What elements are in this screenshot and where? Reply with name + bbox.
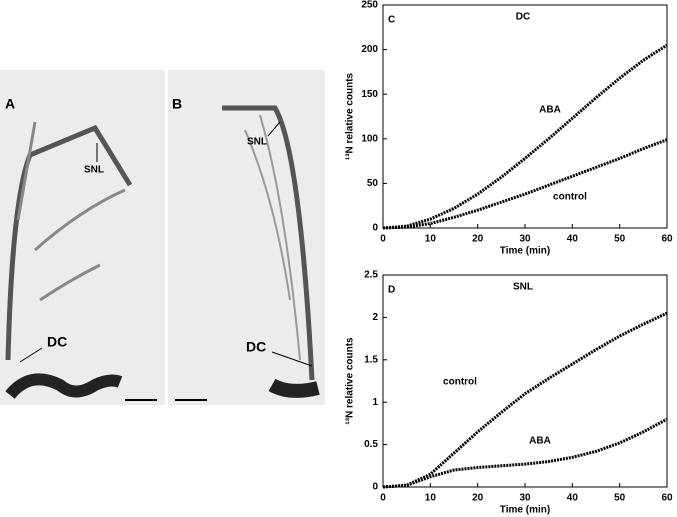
- plant: [222, 105, 315, 381]
- y-tick-label: 150: [361, 89, 378, 100]
- x-tick-label: 20: [472, 234, 484, 245]
- series-label: control: [443, 377, 477, 388]
- chart-title: SNL: [513, 282, 533, 293]
- y-tick-label: 50: [367, 178, 379, 189]
- x-tick-label: 50: [614, 493, 626, 504]
- x-tick-label: 60: [661, 234, 673, 245]
- x-tick-label: 40: [567, 493, 579, 504]
- x-tick-label: 0: [380, 493, 386, 504]
- root-base: [5, 373, 123, 400]
- arrow: [271, 351, 313, 367]
- y-axis-label: ¹³N relative counts: [345, 337, 356, 425]
- x-tick-label: 40: [567, 234, 579, 245]
- x-tick-label: 30: [519, 493, 531, 504]
- annotation: SNL: [84, 165, 104, 176]
- x-tick-label: 50: [614, 234, 626, 245]
- chart-title: DC: [516, 12, 530, 23]
- y-tick-label: 1: [372, 397, 378, 408]
- annotation: SNL: [247, 137, 267, 148]
- y-tick-label: 100: [361, 133, 378, 144]
- series-line: [382, 43, 668, 230]
- x-tick-label: 0: [380, 234, 386, 245]
- series-label: control: [553, 192, 587, 203]
- y-tick-label: 250: [361, 0, 378, 11]
- x-axis-label: Time (min): [500, 246, 550, 257]
- arrow: [267, 121, 281, 137]
- series-line: [382, 138, 668, 230]
- image-b: B SNL DC: [168, 70, 325, 405]
- x-tick-label: 10: [425, 234, 437, 245]
- y-tick-label: 0: [372, 223, 378, 234]
- panel-label: A: [5, 96, 15, 112]
- y-tick-label: 200: [361, 44, 378, 55]
- y-tick-label: 0: [372, 482, 378, 493]
- y-tick-label: 2: [372, 312, 378, 323]
- x-tick-label: 20: [472, 493, 484, 504]
- x-tick-label: 60: [661, 493, 673, 504]
- panel-label: B: [172, 96, 182, 112]
- panel-label: D: [388, 285, 395, 296]
- x-axis-label: Time (min): [500, 505, 550, 516]
- series-label: ABA: [539, 105, 561, 116]
- annotation: DC: [246, 339, 266, 355]
- series-label: ABA: [529, 436, 551, 447]
- x-tick-label: 30: [519, 234, 531, 245]
- arrow: [19, 347, 43, 363]
- image-a: A SNL DC: [0, 70, 165, 405]
- plot-frame: [382, 4, 668, 229]
- root-base: [268, 378, 320, 398]
- plant: [16, 121, 126, 302]
- y-tick-label: 2.5: [364, 270, 378, 281]
- photo-bg: [0, 70, 165, 405]
- y-tick-label: 1.5: [364, 354, 378, 365]
- series-line: [382, 311, 668, 489]
- series-line: [382, 417, 668, 489]
- y-tick-label: 0.5: [364, 439, 378, 450]
- panel-label: C: [388, 15, 395, 26]
- plant: [244, 114, 301, 361]
- annotation: DC: [47, 334, 67, 350]
- plot-frame: [382, 274, 668, 488]
- y-axis-label: ¹³N relative counts: [345, 72, 356, 160]
- x-tick-label: 10: [425, 493, 437, 504]
